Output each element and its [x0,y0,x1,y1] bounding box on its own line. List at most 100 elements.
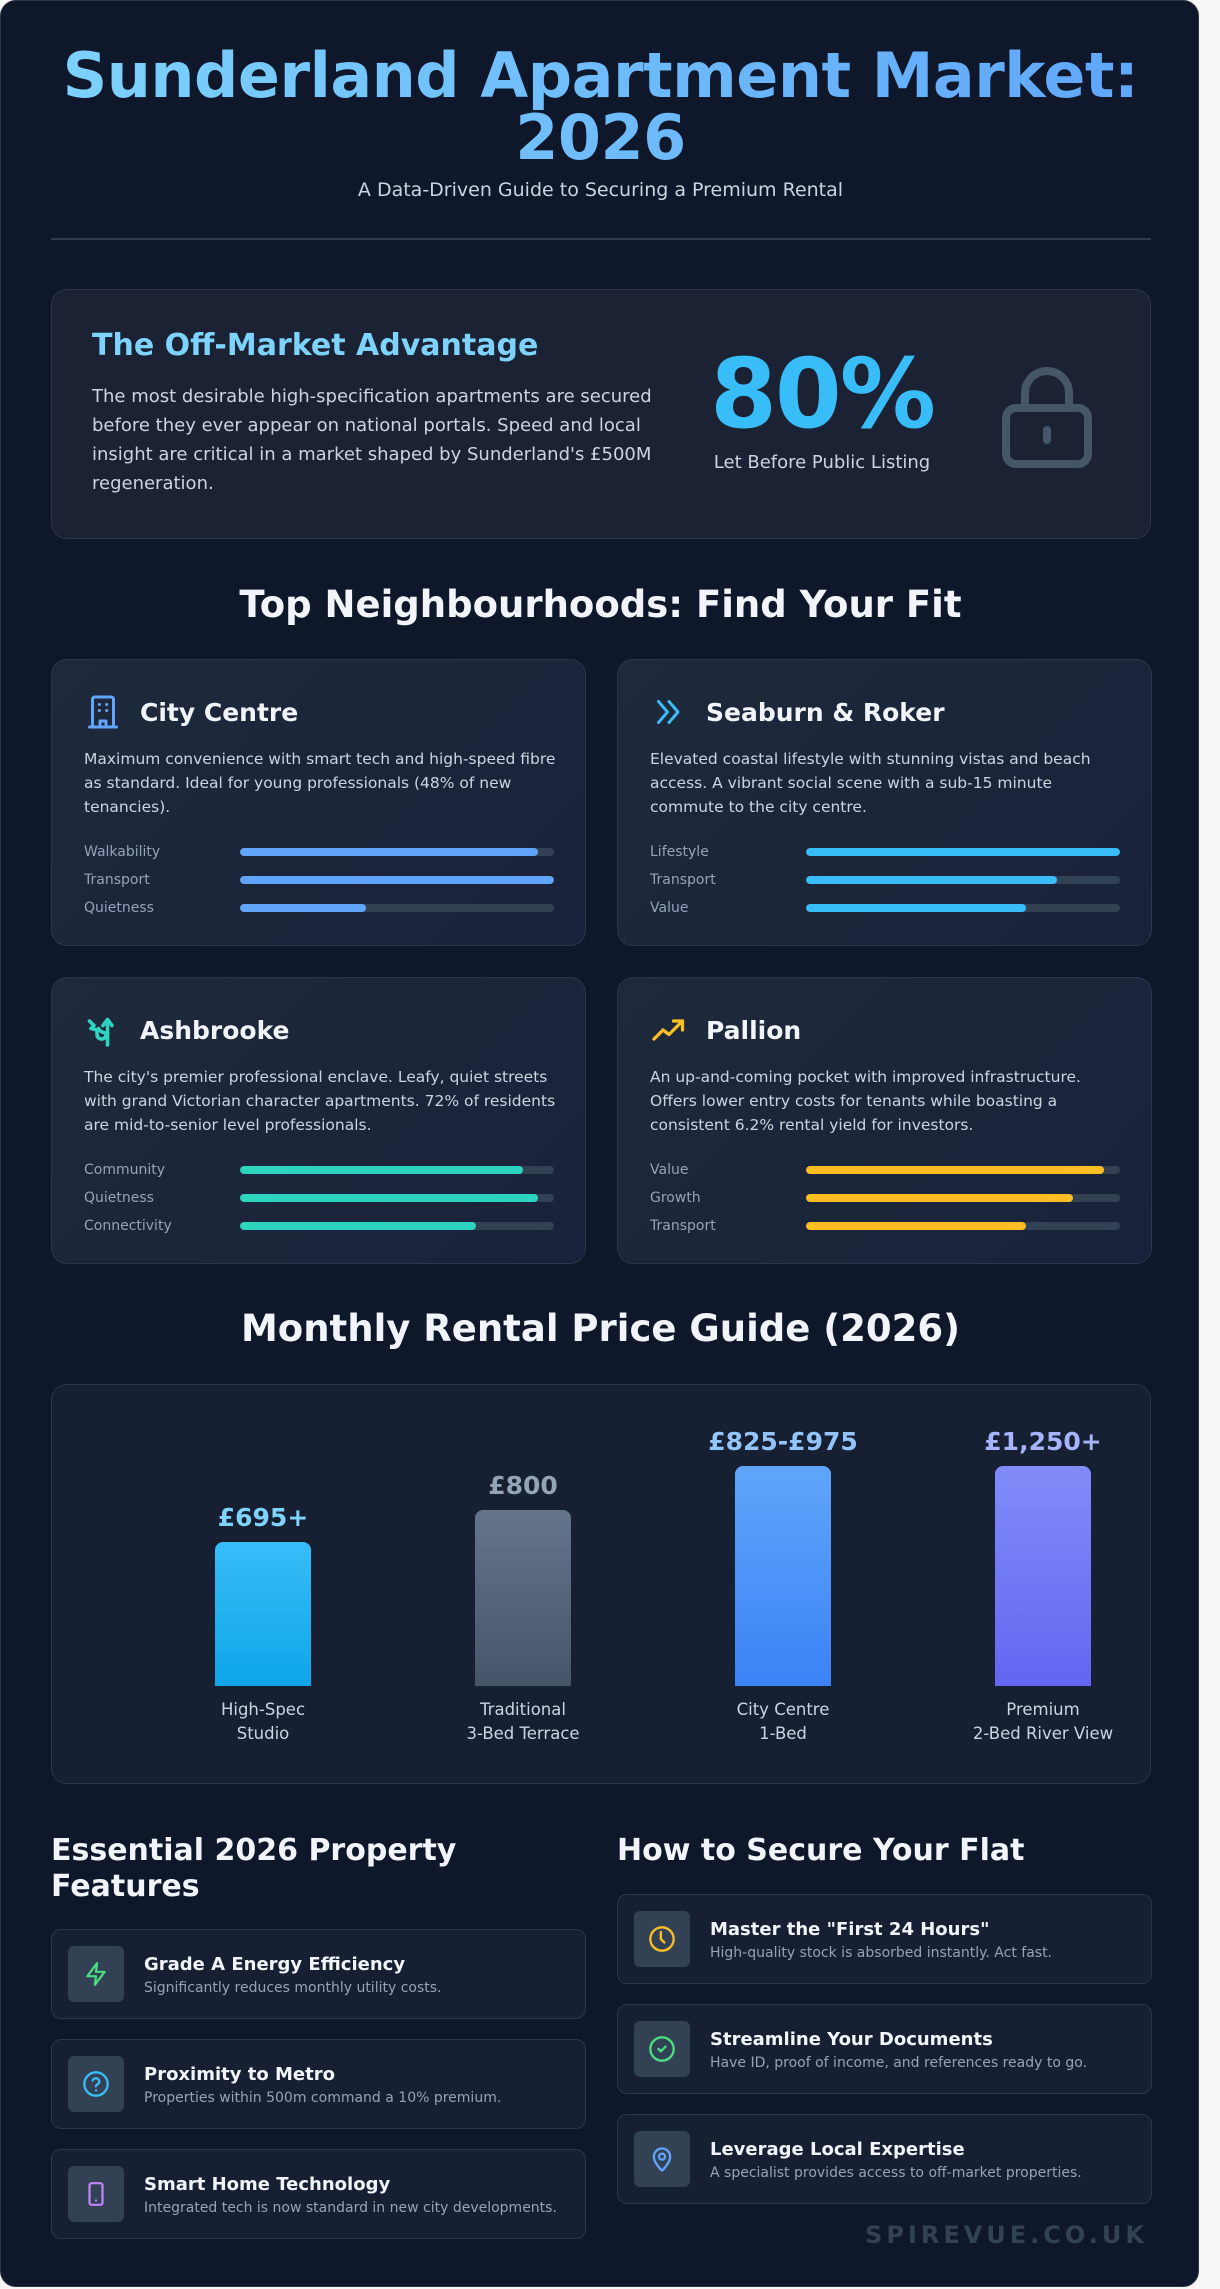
features-title: Essential 2026 Property Features [51,1833,457,1904]
neighbourhoods-title: Top Neighbourhoods: Find Your Fit [239,583,962,626]
step-subtitle: A specialist provides access to off-mark… [710,2165,1082,2181]
help-circle-icon [68,2056,124,2112]
metric-label: Quietness [84,900,154,916]
smartphone-icon [68,2166,124,2222]
stat-label: Let Before Public Listing [713,452,931,473]
secure-step-item: Streamline Your Documents Have ID, proof… [617,2004,1152,2094]
lock-icon [992,360,1102,470]
lightning-icon [68,1946,124,2002]
header: Sunderland Apartment Market: 2026 A Data… [1,45,1198,202]
brand-footer: SPIREVUE.CO.UK [865,2221,1148,2249]
metric-bar [240,1222,554,1230]
step-title: Streamline Your Documents [710,2029,993,2050]
step-subtitle: High-quality stock is absorbed instantly… [710,1945,1053,1961]
bar-value-label: £1,250+ [984,1427,1102,1456]
chart-bar-group: £695+ High-Spec Studio [163,1500,363,1746]
metric-bar [806,848,1120,856]
metric-row: Quietness [84,894,554,922]
metric-list: Value Growth Transport [650,1156,1120,1240]
metric-list: Walkability Transport Quietness [84,838,554,922]
chart-bar-group: £800 Traditional 3-Bed Terrace [423,1468,623,1746]
map-pin-icon [634,2131,690,2187]
step-subtitle: Have ID, proof of income, and references… [710,2055,1088,2071]
header-divider [51,238,1151,240]
feature-item: Proximity to Metro Properties within 500… [51,2039,586,2129]
neighbourhood-name: Seaburn & Roker [706,697,945,727]
price-chart: £695+ High-Spec Studio £800 Traditional … [51,1384,1151,1784]
metric-list: Community Quietness Connectivity [84,1156,554,1240]
metric-bar [806,904,1120,912]
off-market-card: The Off-Market Advantage The most desira… [51,289,1151,539]
chart-bar [215,1542,311,1686]
step-title: Master the "First 24 Hours" [710,1919,990,1940]
metric-list: Lifestyle Transport Value [650,838,1120,922]
tree-icon [84,1011,122,1049]
neighbourhood-description: Elevated coastal lifestyle with stunning… [650,750,1091,816]
feature-subtitle: Significantly reduces monthly utility co… [144,1980,442,1996]
chart-bar-group: £1,250+ Premium 2-Bed River View [943,1424,1143,1746]
metric-label: Value [650,900,689,916]
metric-bar [240,1194,554,1202]
off-market-title: The Off-Market Advantage [92,328,539,363]
metric-row: Walkability [84,838,554,866]
metric-label: Value [650,1162,689,1178]
chart-bar [995,1466,1091,1686]
metric-row: Transport [650,866,1120,894]
metric-row: Lifestyle [650,838,1120,866]
neighbourhood-description: The city's premier professional enclave.… [84,1068,556,1134]
feature-title: Smart Home Technology [144,2174,391,2195]
feature-title: Proximity to Metro [144,2064,335,2085]
neighbourhood-card-ashbrooke: Ashbrooke The city's premier professiona… [51,977,586,1264]
metric-bar [806,1222,1120,1230]
bar-category-label: Premium 2-Bed River View [972,1700,1114,1743]
bar-value-label: £825-£975 [708,1427,858,1456]
feature-subtitle: Integrated tech is now standard in new c… [144,2200,557,2216]
step-title: Leverage Local Expertise [710,2139,965,2160]
pricing-title: Monthly Rental Price Guide (2026) [240,1307,961,1350]
metric-bar [240,876,554,884]
feature-title: Grade A Energy Efficiency [144,1954,406,1975]
neighbourhood-card-seaburn-roker: Seaburn & Roker Elevated coastal lifesty… [617,659,1152,946]
chart-bar [475,1510,571,1686]
clock-icon [634,1911,690,1967]
secure-step-item: Master the "First 24 Hours" High-quality… [617,1894,1152,1984]
check-circle-icon [634,2021,690,2077]
secure-step-item: Leverage Local Expertise A specialist pr… [617,2114,1152,2204]
metric-label: Transport [650,1218,716,1234]
off-market-stat: 80% Let Before Public Listing [692,342,952,473]
metric-label: Quietness [84,1190,154,1206]
feature-item: Grade A Energy Efficiency Significantly … [51,1929,586,2019]
metric-row: Quietness [84,1184,554,1212]
chevrons-right-icon [650,693,688,731]
off-market-text: The most desirable high-specification ap… [92,386,652,494]
neighbourhood-name: Ashbrooke [140,1015,290,1045]
neighbourhood-card-city-centre: City Centre Maximum convenience with sma… [51,659,586,946]
metric-label: Growth [650,1190,701,1206]
trending-up-icon [650,1011,688,1049]
bar-category-label: High-Spec Studio [220,1700,306,1743]
metric-row: Growth [650,1184,1120,1212]
bar-category-label: Traditional 3-Bed Terrace [466,1700,580,1743]
secure-title: How to Secure Your Flat [617,1833,1025,1868]
metric-row: Transport [84,866,554,894]
metric-label: Lifestyle [650,844,709,860]
bar-value-label: £800 [488,1471,558,1500]
metric-bar [240,848,554,856]
metric-bar [806,1166,1120,1174]
bar-value-label: £695+ [217,1503,309,1532]
metric-label: Connectivity [84,1218,172,1234]
metric-bar [240,904,554,912]
metric-row: Transport [650,1212,1120,1240]
metric-label: Transport [84,872,150,888]
metric-bar [240,1166,554,1174]
metric-label: Community [84,1162,166,1178]
metric-bar [806,1194,1120,1202]
neighbourhood-description: An up-and-coming pocket with improved in… [650,1068,1081,1134]
page-subtitle: A Data-Driven Guide to Securing a Premiu… [357,179,844,201]
metric-bar [806,876,1120,884]
neighbourhood-name: Pallion [706,1015,802,1045]
metric-row: Value [650,894,1120,922]
feature-item: Smart Home Technology Integrated tech is… [51,2149,586,2239]
stat-value: 80% [710,338,936,450]
